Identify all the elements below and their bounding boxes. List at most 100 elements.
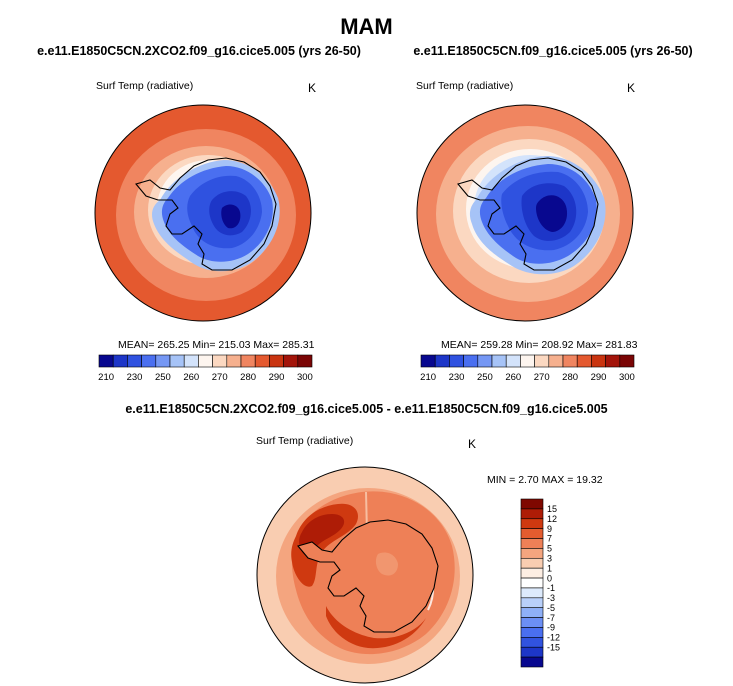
panel-1-antarctica-coastline xyxy=(135,157,277,271)
panel-2-colorbar: 210 230 250 260 270 280 290 300 xyxy=(420,354,635,383)
panel-2-colorbar-swatch xyxy=(576,354,592,368)
panel-2-polar-map xyxy=(416,104,634,322)
panel-3-colorbar-swatch xyxy=(520,538,544,549)
page-title: MAM xyxy=(340,14,393,39)
panel-3-colorbar-swatch xyxy=(520,627,544,638)
panel-2-colorbar-swatch xyxy=(562,354,578,368)
panel-2-contour-220 xyxy=(536,195,568,232)
panel-1-colorbar-swatch xyxy=(98,354,114,368)
panel-2-stats: MEAN= 259.28 Min= 208.92 Max= 281.83 xyxy=(441,339,638,351)
panel-3-colorbar-tick-label: 7 xyxy=(547,534,552,544)
panel-2-colorbar-tick-label: 300 xyxy=(619,372,635,383)
panel-1-colorbar-swatch xyxy=(141,354,157,368)
panel-2-colorbar-swatch xyxy=(505,354,521,368)
panel-3-colorbar-swatch xyxy=(520,607,544,618)
panel-1-colorbar-swatch xyxy=(212,354,228,368)
panel-3-colorbar-swatch xyxy=(520,528,544,539)
panel-2-variable-label: Surf Temp (radiative) xyxy=(416,80,514,92)
panel-3-colorbar-swatch xyxy=(520,518,544,529)
panel-3-colorbar-tick-label: -15 xyxy=(547,642,560,652)
panel-3-colorbar-tick-label: 12 xyxy=(547,514,557,524)
panel-2-colorbar-swatch xyxy=(619,354,635,368)
panel-1-colorbar-tick-label: 300 xyxy=(297,372,313,383)
panel-2-colorbar-swatch xyxy=(477,354,493,368)
panel-1-colorbar-swatch xyxy=(269,354,284,368)
panel-3-colorbar-swatch xyxy=(520,577,544,589)
panel-3-colorbar-swatch xyxy=(520,498,544,510)
panel-1-colorbar-swatch xyxy=(183,354,199,368)
panel-1-variable-label: Surf Temp (radiative) xyxy=(96,80,194,92)
panel-2-colorbar-swatch xyxy=(420,354,436,368)
panel-1-colorbar-tick-label: 280 xyxy=(240,372,256,383)
panel-3-colorbar-swatch xyxy=(520,617,544,628)
panel-3-colorbar-swatch xyxy=(520,646,544,658)
panel-2-colorbar-swatch xyxy=(434,354,450,368)
panel-1-colorbar-swatch xyxy=(198,354,213,368)
panel-1-map-boundary xyxy=(94,104,312,322)
panel-3-colorbar-tick-label: -1 xyxy=(547,583,555,593)
panel-1-colorbar-swatch xyxy=(240,354,256,368)
panel-1-stats: MEAN= 265.25 Min= 215.03 Max= 285.31 xyxy=(118,339,315,351)
panel-2-colorbar-swatch xyxy=(491,354,507,368)
panel-3-colorbar-tick-label: -5 xyxy=(547,603,555,613)
panel-3-colorbar-swatch xyxy=(520,508,544,520)
panel-2-colorbar-swatch xyxy=(605,354,621,368)
panel-1-colorbar-tick-label: 250 xyxy=(155,372,171,383)
panel-1-colorbar-swatch xyxy=(283,354,299,368)
panel-2-title: e.e11.E1850C5CN.f09_g16.cice5.005 (yrs 2… xyxy=(413,44,693,58)
panel-1-colorbar-tick-label: 230 xyxy=(127,372,143,383)
panel-3-colorbar-swatch xyxy=(520,656,544,668)
panel-2-colorbar-swatch xyxy=(534,354,550,368)
panel-3-colorbar-tick-label: 3 xyxy=(547,553,552,563)
panel-1-unit-label: K xyxy=(308,81,317,95)
panel-1-colorbar-tick-label: 210 xyxy=(98,372,114,383)
panel-1-colorbar-tick-label: 270 xyxy=(212,372,228,383)
panel-2-colorbar-tick-label: 260 xyxy=(505,372,521,383)
panel-3-polar-map xyxy=(256,466,474,684)
panel-3-colorbar-swatch xyxy=(520,567,544,579)
panel-3-unit-label: K xyxy=(468,437,477,451)
panel-3-colorbar-tick-label: 15 xyxy=(547,504,557,514)
panel-3-colorbar-tick-label: 9 xyxy=(547,524,552,534)
panel-1-polar-map xyxy=(94,104,312,322)
panel-1-title: e.e11.E1850C5CN.2XCO2.f09_g16.cice5.005 … xyxy=(37,44,361,58)
panel-2-colorbar-swatch xyxy=(548,354,564,368)
panel-1-contour-220 xyxy=(221,204,241,229)
panel-3-colorbar-swatch xyxy=(520,637,544,648)
panel-3-colorbar-tick-label: 0 xyxy=(547,573,552,583)
panel-1-colorbar-swatch xyxy=(297,354,313,368)
panel-3-title: e.e11.E1850C5CN.2XCO2.f09_g16.cice5.005 … xyxy=(125,402,608,416)
panel-3-colorbar-swatch xyxy=(520,597,544,609)
panel-3-colorbar-tick-label: -12 xyxy=(547,633,560,643)
panel-3-antarctica-coastline xyxy=(297,519,439,633)
panel-3-interior-patch xyxy=(375,552,398,576)
panel-1-colorbar-swatch xyxy=(127,354,142,368)
panel-3-colorbar-tick-label: 5 xyxy=(547,544,552,554)
panel-1-colorbar-swatch xyxy=(155,354,171,368)
panel-2-colorbar-swatch xyxy=(449,354,464,368)
panel-2-colorbar-tick-label: 210 xyxy=(420,372,436,383)
panel-1-colorbar-tick-label: 260 xyxy=(183,372,199,383)
panel-2-colorbar-tick-label: 230 xyxy=(449,372,465,383)
panel-3-colorbar-tick-label: -7 xyxy=(547,613,555,623)
panel-2-colorbar-swatch xyxy=(520,354,535,368)
panel-2-colorbar-tick-label: 290 xyxy=(591,372,607,383)
panel-3-colorbar-swatch xyxy=(520,557,544,569)
panel-2-colorbar-tick-label: 270 xyxy=(534,372,550,383)
panel-2-colorbar-tick-label: 250 xyxy=(477,372,493,383)
panel-3-contour-9-east xyxy=(326,606,426,649)
panel-3-colorbar-tick-label: -3 xyxy=(547,593,555,603)
panel-2-unit-label: K xyxy=(627,81,636,95)
panel-3-colorbar-tick-label: 1 xyxy=(547,563,552,573)
panel-1-colorbar-swatch xyxy=(226,354,242,368)
panel-1-colorbar: 210 230 250 260 270 280 290 300 xyxy=(98,354,313,383)
panel-3-colorbar-tick-label: -9 xyxy=(547,623,555,633)
panel-3-stats: MIN = 2.70 MAX = 19.32 xyxy=(487,474,603,486)
panel-2-antarctica-coastline xyxy=(457,157,599,271)
panel-3-variable-label: Surf Temp (radiative) xyxy=(256,435,354,447)
panel-3-colorbar-swatch xyxy=(520,587,544,599)
panel-2-map-boundary xyxy=(416,104,634,322)
panel-3-colorbar-swatch xyxy=(520,548,544,559)
panel-1-colorbar-tick-label: 290 xyxy=(269,372,285,383)
